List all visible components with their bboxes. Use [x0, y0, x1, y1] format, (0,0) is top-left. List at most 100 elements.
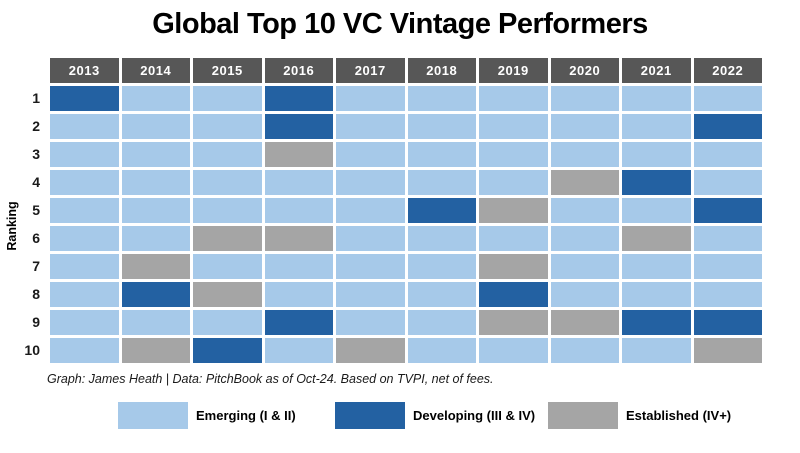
grid-cell-2019-rank8 [479, 282, 548, 307]
grid-cell-2020-rank9 [550, 310, 619, 335]
grid-cell-2019-rank3 [479, 142, 548, 167]
grid-cell-2020-rank1 [550, 86, 619, 111]
grid-cell-2013-rank9 [50, 310, 119, 335]
grid-cell-2019-rank7 [479, 254, 548, 279]
grid-cell-2020-rank3 [550, 142, 619, 167]
grid-cell-2021-rank8 [622, 282, 691, 307]
column-header-2013: 2013 [50, 58, 119, 83]
grid-cell-2013-rank8 [50, 282, 119, 307]
legend-swatch-emerging [118, 402, 188, 429]
grid-cell-2016-rank6 [264, 226, 333, 251]
grid-cell-2022-rank2 [693, 114, 762, 139]
grid-cell-2013-rank1 [50, 86, 119, 111]
grid-cell-2018-rank1 [407, 86, 476, 111]
column-header-2018: 2018 [407, 58, 476, 83]
grid-cell-2019-rank2 [479, 114, 548, 139]
grid-cell-2019-rank9 [479, 310, 548, 335]
grid-cell-2018-rank4 [407, 170, 476, 195]
grid-cell-2017-rank1 [336, 86, 405, 111]
legend-swatch-developing [335, 402, 405, 429]
grid-cell-2014-rank10 [121, 338, 190, 363]
grid-cell-2019-rank10 [479, 338, 548, 363]
grid-cell-2022-rank4 [693, 170, 762, 195]
grid-cell-2014-rank6 [121, 226, 190, 251]
grid-cell-2018-rank5 [407, 198, 476, 223]
grid-cell-2013-rank5 [50, 198, 119, 223]
grid-cell-2019-rank6 [479, 226, 548, 251]
grid-cell-2018-rank2 [407, 114, 476, 139]
grid-cell-2022-rank10 [693, 338, 762, 363]
chart-title: Global Top 10 VC Vintage Performers [152, 8, 648, 40]
grid-cell-2013-rank3 [50, 142, 119, 167]
grid-cell-2016-rank8 [264, 282, 333, 307]
row-label-9: 9 [32, 314, 40, 330]
column-header-2015: 2015 [193, 58, 262, 83]
grid-cell-2014-rank2 [121, 114, 190, 139]
grid-cell-2013-rank10 [50, 338, 119, 363]
row-label-1: 1 [32, 90, 40, 106]
grid-cell-2015-rank6 [193, 226, 262, 251]
grid-cell-2018-rank10 [407, 338, 476, 363]
grid-cell-2018-rank8 [407, 282, 476, 307]
grid-cell-2017-rank8 [336, 282, 405, 307]
column-header-2017: 2017 [336, 58, 405, 83]
grid-cell-2020-rank2 [550, 114, 619, 139]
grid-cell-2015-rank4 [193, 170, 262, 195]
grid-cell-2016-rank2 [264, 114, 333, 139]
grid-cell-2015-rank9 [193, 310, 262, 335]
grid-cell-2016-rank1 [264, 86, 333, 111]
grid-corner-spacer [3, 58, 47, 83]
grid-cell-2022-rank5 [693, 198, 762, 223]
legend-item-emerging: Emerging (I & II) [118, 402, 296, 429]
column-header-2019: 2019 [479, 58, 548, 83]
grid-cell-2014-rank8 [121, 282, 190, 307]
grid-cell-2020-rank8 [550, 282, 619, 307]
grid-cell-2020-rank7 [550, 254, 619, 279]
grid-cell-2021-rank5 [622, 198, 691, 223]
row-label-8: 8 [32, 286, 40, 302]
grid-cell-2013-rank6 [50, 226, 119, 251]
grid-cell-2019-rank4 [479, 170, 548, 195]
grid-cell-2017-rank10 [336, 338, 405, 363]
grid-cell-2020-rank4 [550, 170, 619, 195]
grid-cell-2017-rank4 [336, 170, 405, 195]
grid-cell-2020-rank6 [550, 226, 619, 251]
row-label-3: 3 [32, 146, 40, 162]
grid-cell-2022-rank6 [693, 226, 762, 251]
grid-cell-2014-rank1 [121, 86, 190, 111]
grid-cell-2019-rank1 [479, 86, 548, 111]
grid-cell-2021-rank6 [622, 226, 691, 251]
grid-cell-2016-rank10 [264, 338, 333, 363]
heatmap-grid: 2013 2014 2015 2016 2017 2018 2019 2020 2021 2022… [3, 58, 762, 363]
grid-cell-2015-rank10 [193, 338, 262, 363]
grid-cell-2018-rank6 [407, 226, 476, 251]
grid-cell-2021-rank3 [622, 142, 691, 167]
grid-cell-2016-rank9 [264, 310, 333, 335]
row-label-2: 2 [32, 118, 40, 134]
grid-cell-2022-rank1 [693, 86, 762, 111]
row-label-6: 6 [32, 230, 40, 246]
grid-cell-2018-rank7 [407, 254, 476, 279]
column-header-2016: 2016 [264, 58, 333, 83]
grid-cell-2020-rank5 [550, 198, 619, 223]
grid-cell-2015-rank8 [193, 282, 262, 307]
legend-label-emerging: Emerging (I & II) [196, 408, 296, 423]
grid-cell-2021-rank9 [622, 310, 691, 335]
grid-cell-2014-rank3 [121, 142, 190, 167]
grid-cell-2021-rank1 [622, 86, 691, 111]
row-label-5: 5 [32, 202, 40, 218]
legend-label-developing: Developing (III & IV) [413, 408, 536, 423]
grid-cell-2021-rank2 [622, 114, 691, 139]
grid-cell-2021-rank10 [622, 338, 691, 363]
grid-cell-2022-rank8 [693, 282, 762, 307]
grid-cell-2021-rank4 [622, 170, 691, 195]
grid-cell-2016-rank3 [264, 142, 333, 167]
grid-cell-2017-rank2 [336, 114, 405, 139]
grid-cell-2015-rank5 [193, 198, 262, 223]
grid-cell-2017-rank7 [336, 254, 405, 279]
row-label-7: 7 [32, 258, 40, 274]
grid-cell-2022-rank7 [693, 254, 762, 279]
grid-cell-2014-rank9 [121, 310, 190, 335]
legend-label-established: Established (IV+) [626, 408, 732, 423]
